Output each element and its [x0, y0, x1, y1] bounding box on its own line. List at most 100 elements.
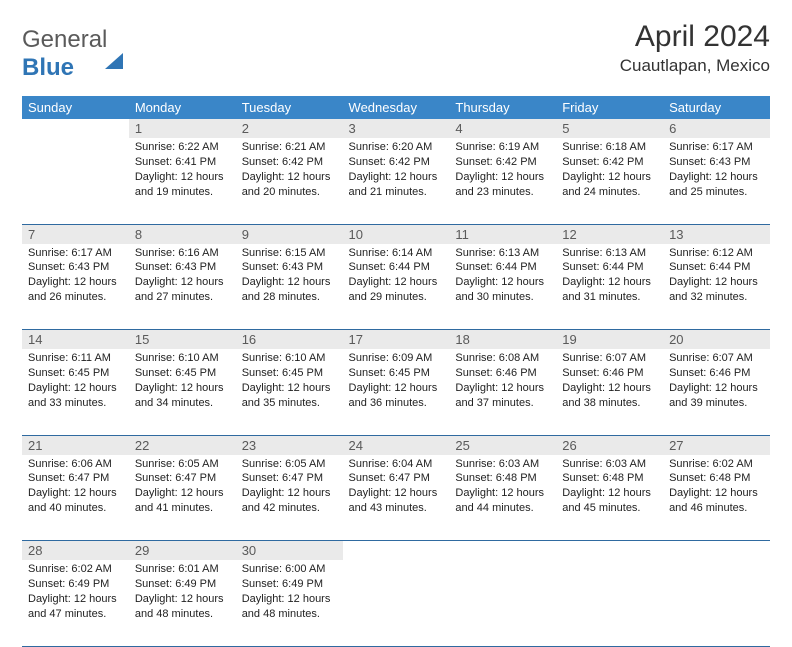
- day-number-cell: 4: [449, 119, 556, 138]
- day-number-cell: 23: [236, 435, 343, 455]
- day-details: Sunrise: 6:07 AMSunset: 6:46 PMDaylight:…: [663, 349, 770, 414]
- day-number-cell: 17: [343, 330, 450, 350]
- sunrise-text: Sunrise: 6:04 AM: [349, 457, 444, 472]
- daylight-text: Daylight: 12 hours and 20 minutes.: [242, 170, 337, 200]
- sunset-text: Sunset: 6:49 PM: [28, 577, 123, 592]
- daylight-text: Daylight: 12 hours and 33 minutes.: [28, 381, 123, 411]
- day-number-cell: 20: [663, 330, 770, 350]
- daylight-text: Daylight: 12 hours and 40 minutes.: [28, 486, 123, 516]
- daylight-text: Daylight: 12 hours and 42 minutes.: [242, 486, 337, 516]
- sunrise-text: Sunrise: 6:18 AM: [562, 140, 657, 155]
- day-number-cell: 16: [236, 330, 343, 350]
- sunrise-text: Sunrise: 6:05 AM: [242, 457, 337, 472]
- day-cell: Sunrise: 6:12 AMSunset: 6:44 PMDaylight:…: [663, 244, 770, 330]
- day-cell: Sunrise: 6:01 AMSunset: 6:49 PMDaylight:…: [129, 560, 236, 646]
- day-cell: Sunrise: 6:17 AMSunset: 6:43 PMDaylight:…: [22, 244, 129, 330]
- sunset-text: Sunset: 6:44 PM: [455, 260, 550, 275]
- sunset-text: Sunset: 6:46 PM: [669, 366, 764, 381]
- sunset-text: Sunset: 6:43 PM: [242, 260, 337, 275]
- sunrise-text: Sunrise: 6:02 AM: [28, 562, 123, 577]
- day-details: Sunrise: 6:18 AMSunset: 6:42 PMDaylight:…: [556, 138, 663, 203]
- day-number-cell: 21: [22, 435, 129, 455]
- daylight-text: Daylight: 12 hours and 46 minutes.: [669, 486, 764, 516]
- sunrise-text: Sunrise: 6:08 AM: [455, 351, 550, 366]
- day-cell: Sunrise: 6:13 AMSunset: 6:44 PMDaylight:…: [556, 244, 663, 330]
- title-block: April 2024 Cuautlapan, Mexico: [620, 20, 770, 76]
- sunset-text: Sunset: 6:42 PM: [349, 155, 444, 170]
- sunrise-text: Sunrise: 6:06 AM: [28, 457, 123, 472]
- location: Cuautlapan, Mexico: [620, 56, 770, 76]
- day-number-cell: 19: [556, 330, 663, 350]
- day-number-cell: 30: [236, 541, 343, 561]
- day-cell: Sunrise: 6:07 AMSunset: 6:46 PMDaylight:…: [663, 349, 770, 435]
- logo: General Blue: [22, 26, 123, 82]
- daylight-text: Daylight: 12 hours and 25 minutes.: [669, 170, 764, 200]
- sunrise-text: Sunrise: 6:07 AM: [562, 351, 657, 366]
- day-details: Sunrise: 6:09 AMSunset: 6:45 PMDaylight:…: [343, 349, 450, 414]
- day-details: Sunrise: 6:02 AMSunset: 6:49 PMDaylight:…: [22, 560, 129, 625]
- sunrise-text: Sunrise: 6:12 AM: [669, 246, 764, 261]
- daylight-text: Daylight: 12 hours and 32 minutes.: [669, 275, 764, 305]
- day-cell: Sunrise: 6:05 AMSunset: 6:47 PMDaylight:…: [129, 455, 236, 541]
- daylight-text: Daylight: 12 hours and 31 minutes.: [562, 275, 657, 305]
- sunset-text: Sunset: 6:48 PM: [562, 471, 657, 486]
- daylight-text: Daylight: 12 hours and 23 minutes.: [455, 170, 550, 200]
- sunset-text: Sunset: 6:45 PM: [349, 366, 444, 381]
- daylight-text: Daylight: 12 hours and 28 minutes.: [242, 275, 337, 305]
- day-number-cell: 9: [236, 224, 343, 244]
- day-cell: Sunrise: 6:17 AMSunset: 6:43 PMDaylight:…: [663, 138, 770, 224]
- day-details: Sunrise: 6:13 AMSunset: 6:44 PMDaylight:…: [449, 244, 556, 309]
- day-number-cell: 14: [22, 330, 129, 350]
- day-cell: Sunrise: 6:20 AMSunset: 6:42 PMDaylight:…: [343, 138, 450, 224]
- daylight-text: Daylight: 12 hours and 45 minutes.: [562, 486, 657, 516]
- day-cell: Sunrise: 6:15 AMSunset: 6:43 PMDaylight:…: [236, 244, 343, 330]
- sunrise-text: Sunrise: 6:01 AM: [135, 562, 230, 577]
- day-header-row: Sunday Monday Tuesday Wednesday Thursday…: [22, 96, 770, 119]
- day-number-cell: [22, 119, 129, 138]
- daylight-text: Daylight: 12 hours and 43 minutes.: [349, 486, 444, 516]
- sunrise-text: Sunrise: 6:17 AM: [669, 140, 764, 155]
- day-cell: Sunrise: 6:07 AMSunset: 6:46 PMDaylight:…: [556, 349, 663, 435]
- day-details: Sunrise: 6:00 AMSunset: 6:49 PMDaylight:…: [236, 560, 343, 625]
- day-cell: Sunrise: 6:22 AMSunset: 6:41 PMDaylight:…: [129, 138, 236, 224]
- sunset-text: Sunset: 6:45 PM: [135, 366, 230, 381]
- sunrise-text: Sunrise: 6:13 AM: [562, 246, 657, 261]
- daylight-text: Daylight: 12 hours and 41 minutes.: [135, 486, 230, 516]
- day-body-row: Sunrise: 6:11 AMSunset: 6:45 PMDaylight:…: [22, 349, 770, 435]
- daylight-text: Daylight: 12 hours and 21 minutes.: [349, 170, 444, 200]
- day-details: Sunrise: 6:05 AMSunset: 6:47 PMDaylight:…: [236, 455, 343, 520]
- day-number-cell: 27: [663, 435, 770, 455]
- sunrise-text: Sunrise: 6:20 AM: [349, 140, 444, 155]
- day-cell: Sunrise: 6:02 AMSunset: 6:49 PMDaylight:…: [22, 560, 129, 646]
- daylight-text: Daylight: 12 hours and 48 minutes.: [242, 592, 337, 622]
- sunset-text: Sunset: 6:43 PM: [669, 155, 764, 170]
- day-cell: Sunrise: 6:11 AMSunset: 6:45 PMDaylight:…: [22, 349, 129, 435]
- day-header: Monday: [129, 96, 236, 119]
- sunset-text: Sunset: 6:44 PM: [669, 260, 764, 275]
- day-number-row: 78910111213: [22, 224, 770, 244]
- day-number-cell: 6: [663, 119, 770, 138]
- sunrise-text: Sunrise: 6:09 AM: [349, 351, 444, 366]
- daylight-text: Daylight: 12 hours and 29 minutes.: [349, 275, 444, 305]
- sunrise-text: Sunrise: 6:05 AM: [135, 457, 230, 472]
- day-cell: Sunrise: 6:09 AMSunset: 6:45 PMDaylight:…: [343, 349, 450, 435]
- sunrise-text: Sunrise: 6:21 AM: [242, 140, 337, 155]
- sail-icon: [105, 26, 123, 69]
- day-cell: Sunrise: 6:05 AMSunset: 6:47 PMDaylight:…: [236, 455, 343, 541]
- day-details: Sunrise: 6:03 AMSunset: 6:48 PMDaylight:…: [449, 455, 556, 520]
- sunrise-text: Sunrise: 6:17 AM: [28, 246, 123, 261]
- day-cell: [343, 560, 450, 646]
- day-details: Sunrise: 6:22 AMSunset: 6:41 PMDaylight:…: [129, 138, 236, 203]
- day-details: Sunrise: 6:07 AMSunset: 6:46 PMDaylight:…: [556, 349, 663, 414]
- day-number-cell: 18: [449, 330, 556, 350]
- daylight-text: Daylight: 12 hours and 37 minutes.: [455, 381, 550, 411]
- daylight-text: Daylight: 12 hours and 47 minutes.: [28, 592, 123, 622]
- day-details: Sunrise: 6:20 AMSunset: 6:42 PMDaylight:…: [343, 138, 450, 203]
- day-number-cell: 24: [343, 435, 450, 455]
- sunset-text: Sunset: 6:42 PM: [455, 155, 550, 170]
- day-number-cell: [556, 541, 663, 561]
- day-header: Thursday: [449, 96, 556, 119]
- sunrise-text: Sunrise: 6:22 AM: [135, 140, 230, 155]
- daylight-text: Daylight: 12 hours and 19 minutes.: [135, 170, 230, 200]
- daylight-text: Daylight: 12 hours and 35 minutes.: [242, 381, 337, 411]
